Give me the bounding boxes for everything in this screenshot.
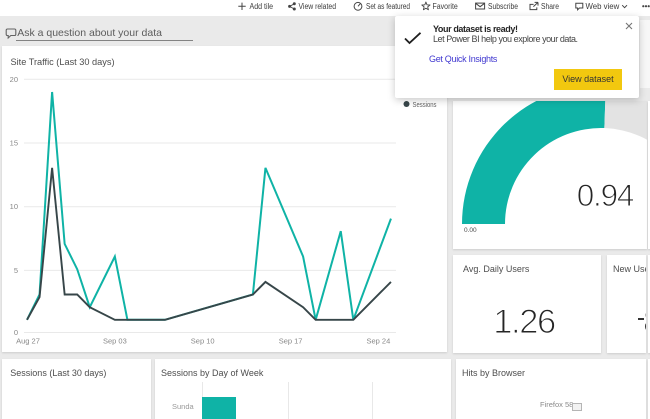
svg-text:Set as featured: Set as featured — [366, 2, 410, 11]
svg-text:Sep 03: Sep 03 — [103, 337, 127, 346]
svg-text:5: 5 — [14, 266, 18, 275]
svg-text:10: 10 — [10, 202, 18, 211]
svg-text:Add tile: Add tile — [250, 2, 274, 11]
svg-text:Sessions: Sessions — [413, 100, 437, 109]
svg-text:20: 20 — [10, 75, 18, 84]
svg-text:Site Traffic (Last 30 days): Site Traffic (Last 30 days) — [11, 57, 115, 67]
svg-text:Aug 27: Aug 27 — [16, 337, 40, 346]
svg-text:Web view: Web view — [586, 2, 620, 11]
svg-text:View related: View related — [299, 2, 337, 11]
svg-text:0.94: 0.94 — [577, 177, 634, 213]
svg-text:Sep 10: Sep 10 — [191, 337, 215, 346]
svg-text:15: 15 — [10, 139, 18, 148]
svg-text:Sep 24: Sep 24 — [367, 337, 391, 346]
svg-text:0.00: 0.00 — [464, 227, 477, 234]
svg-text:0: 0 — [14, 328, 18, 337]
svg-text:Subscribe: Subscribe — [488, 2, 518, 11]
svg-text:Favorite: Favorite — [433, 2, 459, 11]
svg-text:Sep 17: Sep 17 — [279, 337, 303, 346]
svg-text:Share: Share — [541, 2, 559, 11]
